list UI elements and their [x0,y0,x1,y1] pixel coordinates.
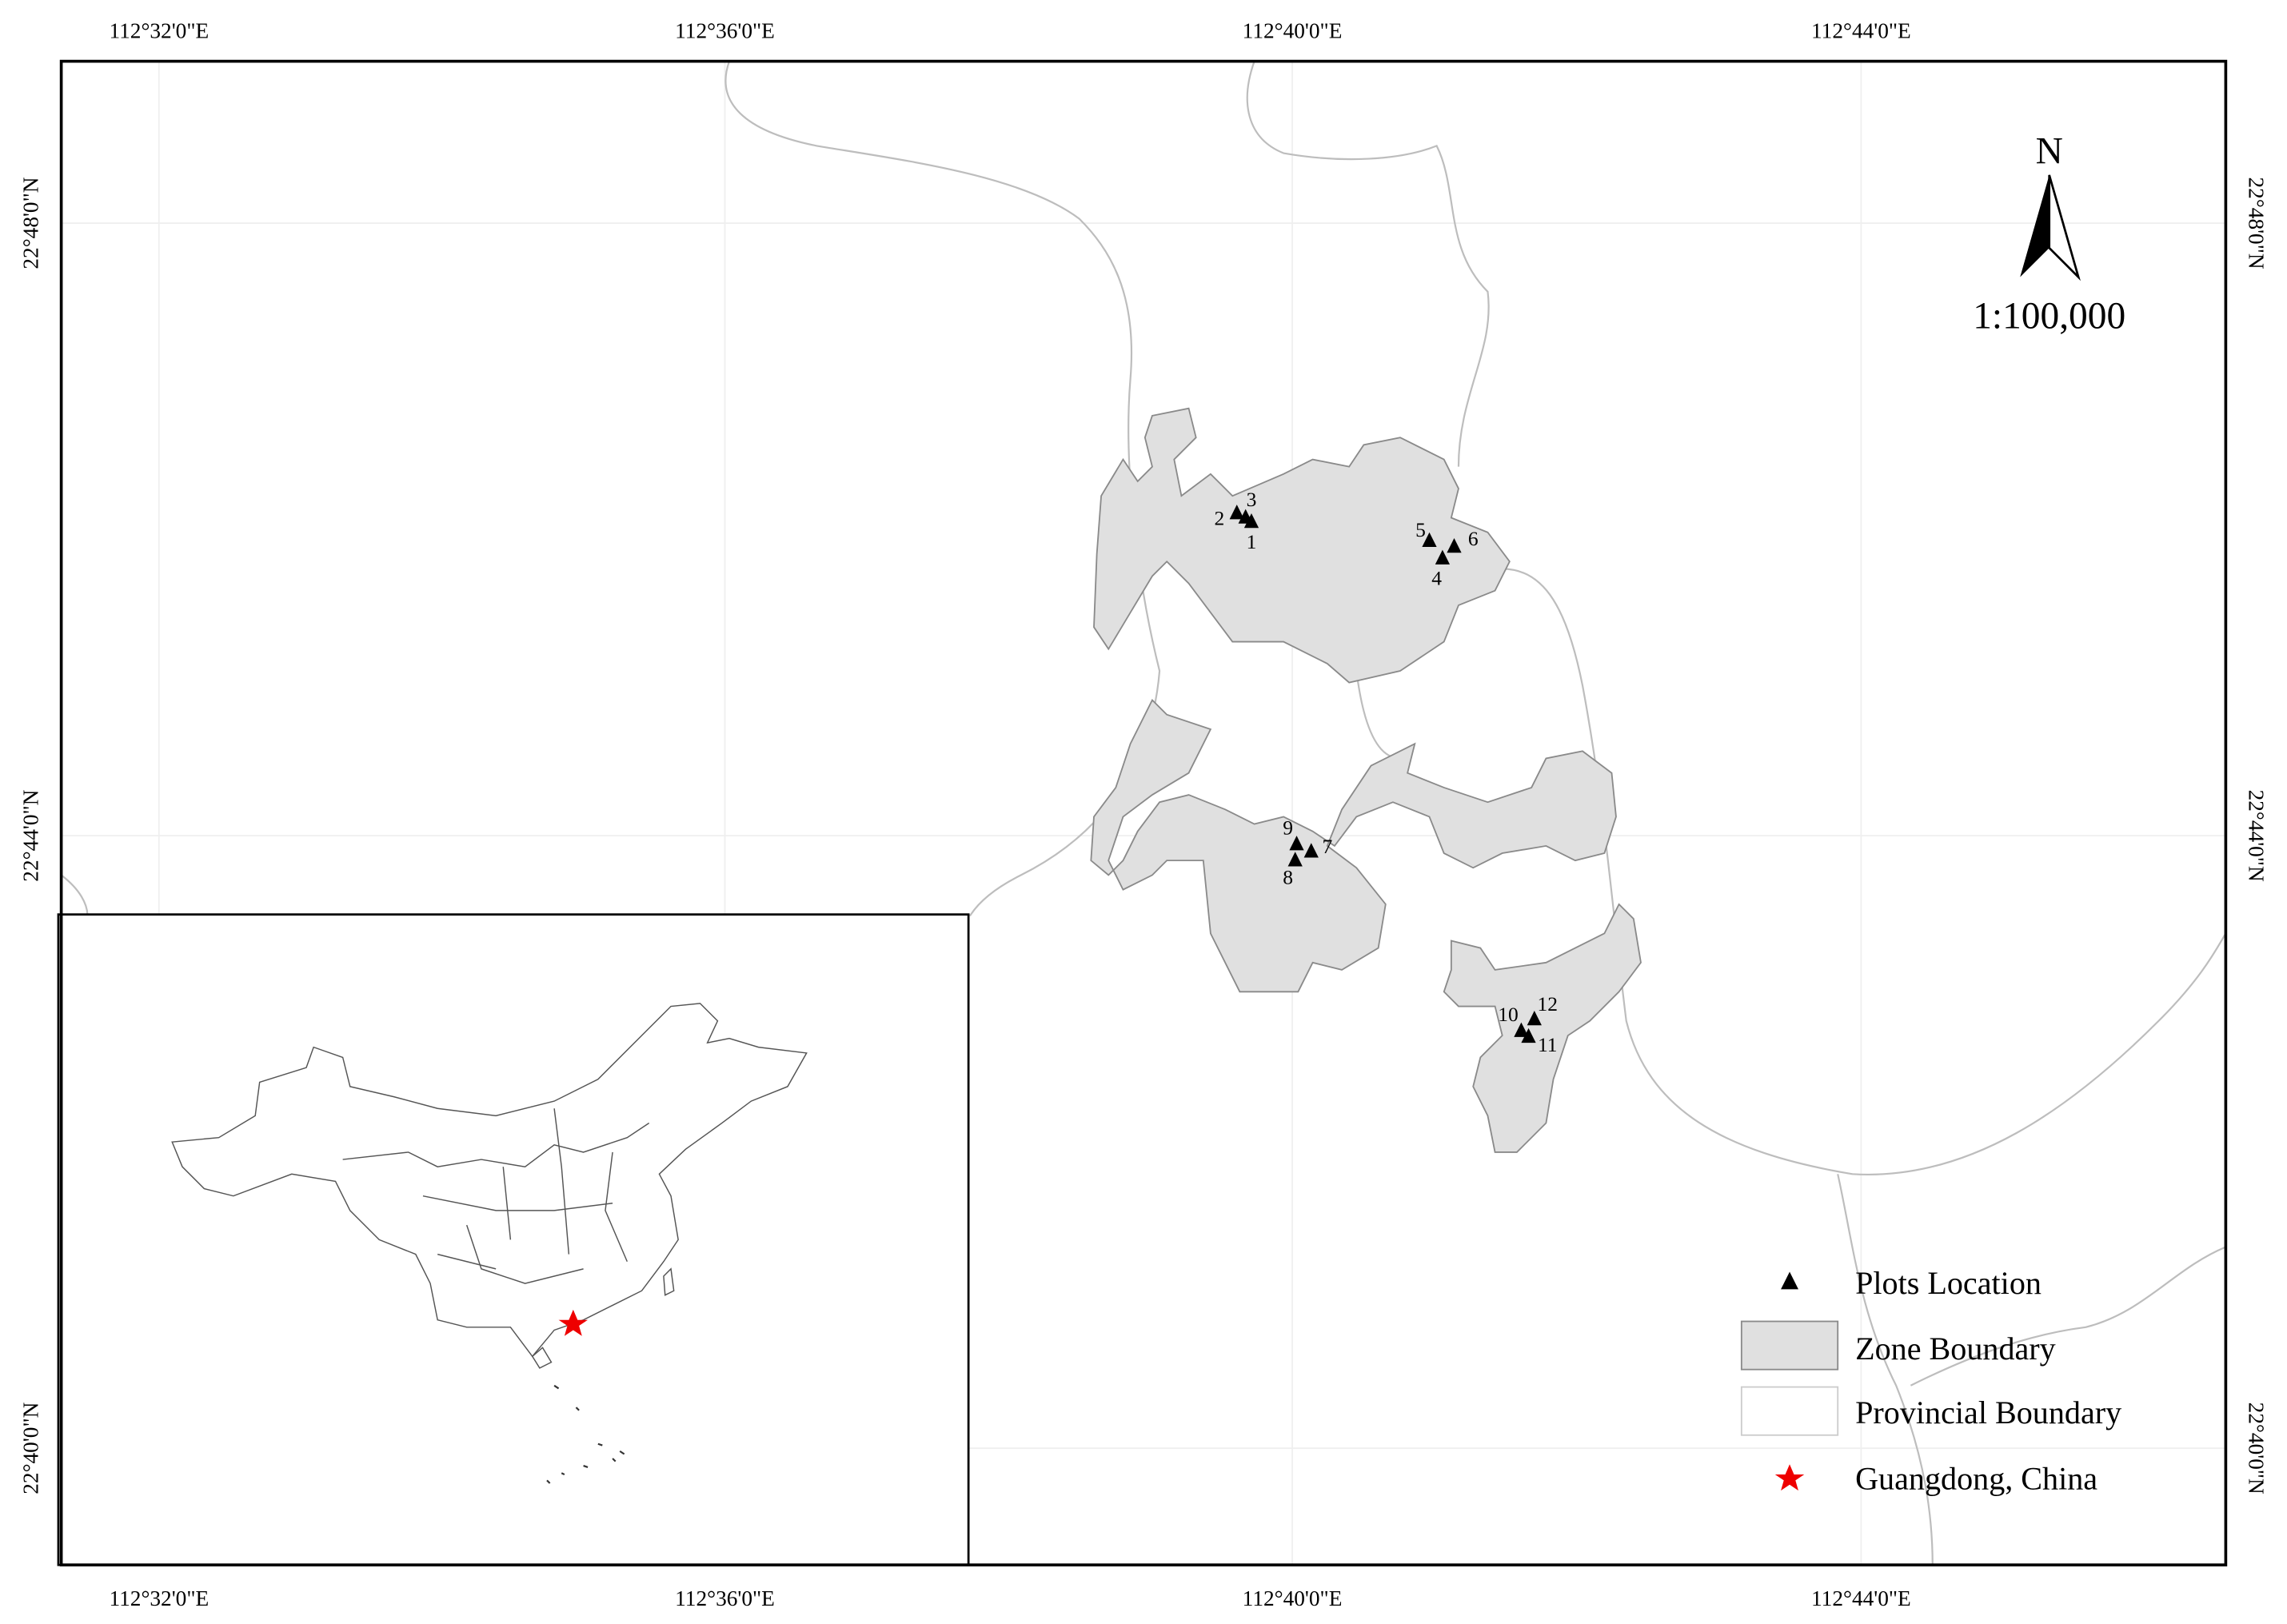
left-coordinate-label: 22°40'0"N [18,1402,42,1494]
top-coordinate-label: 112°32'0"E [109,18,209,42]
boundary-line [1502,568,2227,1176]
plot-label: 8 [1283,865,1293,888]
plot-label: 4 [1431,566,1442,589]
map-frame [59,59,2228,1566]
plot-marker [1521,1027,1536,1043]
plot-label: 11 [1538,1033,1558,1056]
plot-marker [1289,836,1304,851]
boundary-line [1837,1174,1934,1566]
top-coordinate-label: 112°44'0"E [1811,18,1911,42]
plot-marker [1287,852,1303,867]
plot-marker [1527,1011,1542,1026]
legend-symbol [1740,1320,1839,1371]
legend: Plots Location Zone Boundary Provincial … [1740,1265,2121,1496]
left-coordinate-label: 22°48'0"N [18,177,42,269]
plot-label: 3 [1247,488,1257,511]
bottom-coordinate-label: 112°36'0"E [675,1586,775,1610]
plot-marker [1435,549,1451,565]
legend-label: Guangdong, China [1855,1460,2097,1496]
zone-area [1090,698,1617,993]
scale-label: 1:100,000 [1973,295,2125,337]
inset-map [57,913,970,1566]
guangdong-star [558,1309,589,1336]
boundary-line [1246,61,1490,467]
plot-marker [1447,538,1462,553]
plot-marker [1422,532,1437,547]
bottom-coordinate-label: 112°32'0"E [109,1586,209,1610]
right-coordinate-label: 22°48'0"N [2245,177,2269,269]
legend-label: Plots Location [1855,1265,2042,1301]
north-label: N [2036,130,2063,172]
plot-label: 1 [1247,530,1257,553]
legend-symbol [1774,1464,1805,1491]
coordinate-labels: 112°32'0"E 112°36'0"E 112°40'0"E 112°44'0"E… [18,18,2268,1610]
bottom-coordinate-label: 112°40'0"E [1243,1586,1343,1610]
legend-symbol [1740,1386,1839,1436]
zones [1090,407,1642,1153]
top-coordinate-label: 112°40'0"E [1243,18,1343,42]
legend-symbol [1781,1271,1798,1290]
left-coordinate-label: 22°44'0"N [18,789,42,881]
plot-label: 9 [1283,816,1293,839]
bottom-coordinate-label: 112°44'0"E [1811,1586,1911,1610]
province-lines [342,1108,650,1284]
boundary-line [1910,1246,2226,1387]
legend-label: Provincial Boundary [1855,1395,2121,1430]
hainan [531,1347,553,1369]
islands [546,1384,625,1484]
zone-area [1093,407,1511,684]
plot-marker [1238,509,1253,524]
plot-label: 7 [1322,835,1332,858]
zone-area [1443,903,1642,1153]
north-arrow-right [2048,174,2081,281]
plot-label: 5 [1415,518,1426,541]
plot-label: 2 [1214,507,1224,530]
boundary-line [60,874,89,916]
right-coordinate-label: 22°40'0"N [2245,1403,2269,1494]
plot-marker [1514,1022,1529,1037]
taiwan [663,1267,675,1296]
legend-label: Zone Boundary [1855,1331,2056,1367]
plot-label: 6 [1468,527,1479,550]
plot-label: 10 [1498,1003,1519,1026]
boundary-line [724,61,1161,917]
plot-label: 12 [1537,992,1558,1015]
top-coordinate-label: 112°36'0"E [675,18,775,42]
china-outline [171,1003,808,1358]
plot-marker [1303,843,1319,858]
plot-marker [1229,505,1244,520]
right-coordinate-label: 22°44'0"N [2245,790,2269,882]
